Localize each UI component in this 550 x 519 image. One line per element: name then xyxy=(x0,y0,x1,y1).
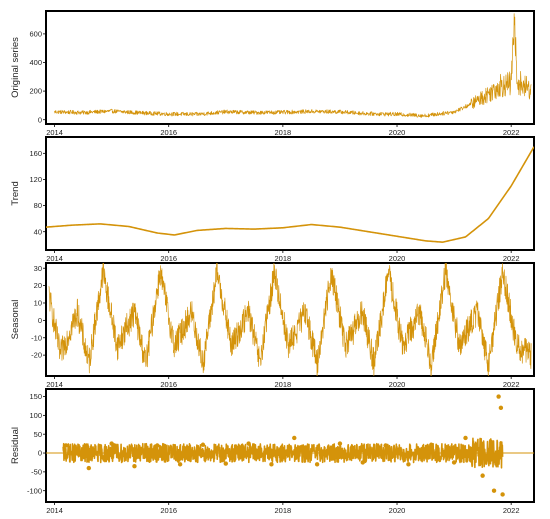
xtick-label: 2020 xyxy=(389,254,406,263)
trend-line xyxy=(46,146,534,243)
xtick-label: 2014 xyxy=(46,254,63,263)
residual-point xyxy=(292,435,297,441)
ytick-label: 400 xyxy=(29,58,42,67)
xtick-label: 2020 xyxy=(389,380,406,389)
ytick-label: 600 xyxy=(29,29,42,38)
xtick-label: 2016 xyxy=(160,128,177,137)
residual-point xyxy=(500,492,505,497)
plot-frame-seasonal xyxy=(45,262,535,377)
residual-point xyxy=(360,460,365,465)
residual-point xyxy=(86,465,92,471)
ytick-label: 20 xyxy=(34,281,42,290)
residual-point xyxy=(337,441,343,446)
panel-trend: 40 80 120 160 2014 2016 2018 2020 2022 Trend xyxy=(10,136,535,263)
residual-point xyxy=(200,442,206,447)
xtick-label: 2014 xyxy=(46,380,63,389)
original-series-line xyxy=(54,13,532,118)
ylabel-residual: Residual xyxy=(10,427,21,464)
residual-point xyxy=(496,394,501,399)
residual-point xyxy=(63,443,69,448)
panel-original: 0 200 400 600 2014 2016 2018 2020 2022 Original s… xyxy=(10,10,535,137)
residual-point xyxy=(451,460,457,465)
xtick-label: 2014 xyxy=(46,506,63,515)
seasonal-line xyxy=(48,263,532,376)
residual-point xyxy=(223,461,228,466)
ytick-label: 10 xyxy=(34,299,42,308)
ytick-label: 80 xyxy=(34,201,42,210)
residual-point xyxy=(498,405,504,411)
ytick-label: 150 xyxy=(29,392,42,401)
ytick-label: 0 xyxy=(38,316,42,325)
xtick-label: 2016 xyxy=(160,506,177,515)
plot-frame-original xyxy=(45,10,535,125)
xtick-label: 2020 xyxy=(389,506,406,515)
xtick-label: 2022 xyxy=(503,380,520,389)
xtick-label: 2018 xyxy=(275,506,292,515)
plot-frame-trend xyxy=(45,136,535,251)
ytick-label: 0 xyxy=(38,115,42,124)
ytick-label: -50 xyxy=(31,467,42,476)
xtick-label: 2018 xyxy=(275,380,292,389)
residual-point xyxy=(269,462,274,467)
ylabel-seasonal: Seasonal xyxy=(10,300,21,340)
residual-point xyxy=(463,435,468,441)
residual-point xyxy=(429,442,434,447)
residual-point xyxy=(246,441,251,446)
xtick-label: 2014 xyxy=(46,128,63,137)
xtick-label: 2016 xyxy=(160,254,177,263)
ylabel-original: Original series xyxy=(10,37,21,98)
ytick-label: -20 xyxy=(31,351,42,360)
residual-point xyxy=(155,443,160,448)
ylabel-trend: Trend xyxy=(10,181,21,205)
xtick-label: 2018 xyxy=(275,254,292,263)
ytick-label: 50 xyxy=(34,430,42,439)
xtick-label: 2022 xyxy=(503,506,520,515)
residual-point xyxy=(406,462,411,467)
residual-point xyxy=(177,462,183,467)
ytick-label: 120 xyxy=(29,175,42,184)
xtick-label: 2016 xyxy=(160,380,177,389)
residual-point xyxy=(480,473,485,478)
residual-band xyxy=(62,437,504,469)
ytick-label: 100 xyxy=(29,411,42,420)
ytick-label: -10 xyxy=(31,333,42,342)
xtick-label: 2022 xyxy=(503,254,520,263)
residual-point xyxy=(383,443,388,448)
ytick-label: 30 xyxy=(34,264,42,273)
residual-point xyxy=(132,464,137,469)
xtick-label: 2020 xyxy=(389,128,406,137)
ytick-label: 40 xyxy=(34,227,42,236)
ytick-label: 0 xyxy=(38,449,42,458)
panel-residual: -100 -50 0 50 100 150 2014 2016 2018 2020 2022 Resi… xyxy=(10,388,535,515)
xtick-label: 2018 xyxy=(275,128,292,137)
xtick-label: 2022 xyxy=(503,128,520,137)
residual-point xyxy=(314,462,320,467)
residual-point xyxy=(491,488,497,493)
ytick-label: 200 xyxy=(29,87,42,96)
ytick-label: 160 xyxy=(29,149,42,158)
ytick-label: -100 xyxy=(27,486,42,495)
residual-point xyxy=(109,441,114,446)
panel-seasonal: -20 -10 0 10 20 30 2014 2016 2018 2020 2022 Seasona… xyxy=(10,262,535,389)
